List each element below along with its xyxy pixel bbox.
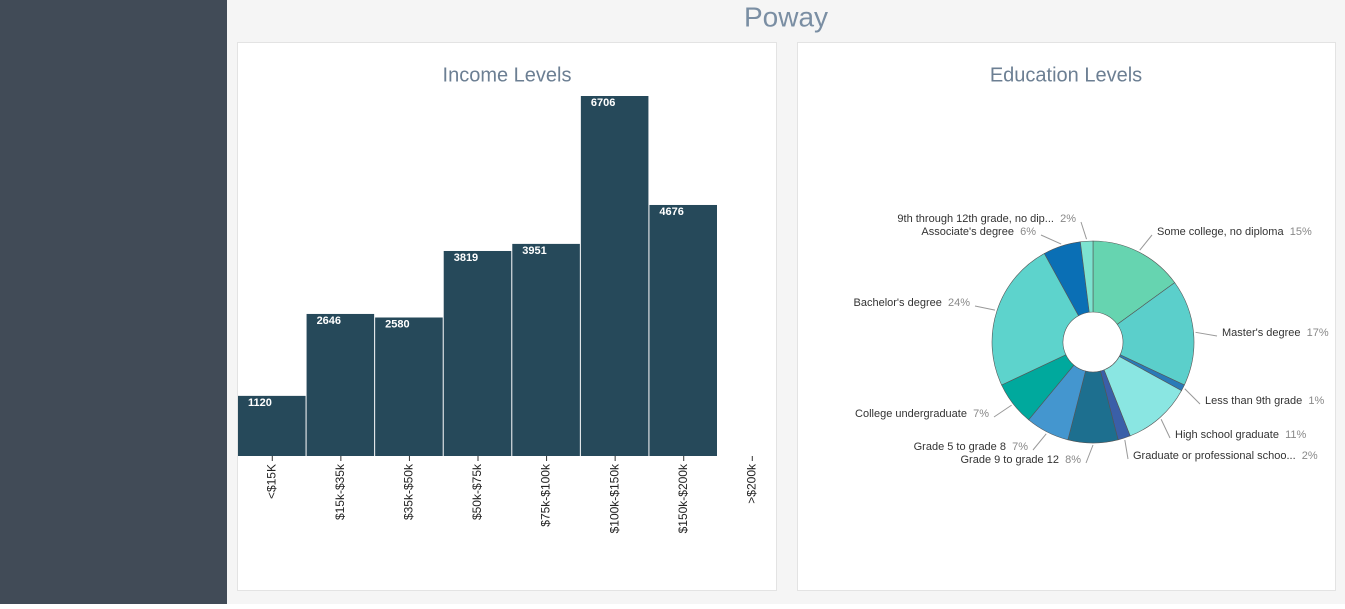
chart-title: Education Levels <box>990 64 1142 86</box>
value-label: 17% <box>1307 327 1329 339</box>
leader-line <box>993 404 1012 418</box>
slice-label: 9th through 12th grade, no dip... 2% <box>897 213 1076 225</box>
slice-label: High school graduate 11% <box>1175 429 1307 441</box>
category-label: Associate's degree <box>921 226 1014 238</box>
category-label: 9th through 12th grade, no dip... <box>897 213 1054 225</box>
value-label: 7% <box>973 408 989 420</box>
value-label: 11% <box>1285 429 1306 441</box>
data-label: 2580 <box>385 318 409 330</box>
leader-line <box>974 305 996 311</box>
leader-line <box>1124 439 1129 460</box>
slice-label: Grade 9 to grade 12 8% <box>961 454 1082 466</box>
leader-line <box>1160 419 1171 439</box>
slice-label: Master's degree 17% <box>1222 327 1329 339</box>
leader-line <box>1040 234 1062 245</box>
x-tick-label: <$15K <box>264 464 278 499</box>
slice-label: Some college, no diploma 15% <box>1157 226 1312 238</box>
page-title: Poway <box>744 1 828 32</box>
category-label: Bachelor's degree <box>854 297 942 309</box>
category-label: Grade 9 to grade 12 <box>961 454 1059 466</box>
category-label: High school graduate <box>1175 429 1279 441</box>
x-tick-label: $15k-$35k <box>333 463 347 520</box>
bar <box>306 313 375 456</box>
category-label: College undergraduate <box>855 408 967 420</box>
x-tick-label: $75k-$100k <box>539 463 553 527</box>
leader-line <box>1139 234 1153 251</box>
pie-slice <box>1080 240 1094 313</box>
value-label: 8% <box>1065 454 1081 466</box>
chart-title: Income Levels <box>443 64 572 86</box>
slice-label: Graduate or professional schoo... 2% <box>1133 450 1318 462</box>
category-label: Some college, no diploma <box>1157 226 1284 238</box>
data-label: 3819 <box>454 252 478 264</box>
slice-label: College undergraduate 7% <box>855 408 989 420</box>
x-tick-label: $35k-$50k <box>402 463 416 520</box>
data-label: 2646 <box>317 315 341 327</box>
pie-slice <box>1116 282 1195 386</box>
slice-label: Bachelor's degree 24% <box>854 297 971 309</box>
bar <box>512 243 580 456</box>
x-tick-label: $50k-$75k <box>470 463 484 520</box>
leader-line <box>1085 444 1094 464</box>
data-label: 4676 <box>659 206 683 218</box>
leader-line <box>1195 331 1218 337</box>
leader-line <box>1080 221 1088 240</box>
value-label: 7% <box>1012 441 1028 453</box>
x-tick-label: >$200k <box>744 463 758 504</box>
sidebar <box>0 0 227 604</box>
data-label: 3951 <box>522 245 546 257</box>
x-tick-label: $100k-$150k <box>607 463 621 533</box>
bar <box>443 250 512 456</box>
bar <box>580 96 649 456</box>
value-label: 6% <box>1020 226 1036 238</box>
leader-line <box>1032 433 1047 451</box>
x-tick-label: $150k-$200k <box>676 463 690 533</box>
category-label: Graduate or professional schoo... <box>1133 450 1296 462</box>
value-label: 1% <box>1308 395 1324 407</box>
data-label: 6706 <box>591 97 615 109</box>
value-label: 15% <box>1290 226 1312 238</box>
pie-slice <box>991 253 1079 386</box>
pie-slice <box>1092 240 1176 325</box>
data-label: 1120 <box>248 397 272 409</box>
bar <box>375 317 443 456</box>
bar <box>238 395 306 456</box>
category-label: Grade 5 to grade 8 <box>914 441 1006 453</box>
slice-label: Less than 9th grade 1% <box>1205 395 1324 407</box>
value-label: 2% <box>1060 213 1076 225</box>
slice-label: Associate's degree 6% <box>921 226 1036 238</box>
bar <box>649 204 717 456</box>
category-label: Less than 9th grade <box>1205 395 1302 407</box>
value-label: 2% <box>1302 450 1318 462</box>
slice-label: Grade 5 to grade 8 7% <box>914 441 1029 453</box>
leader-line <box>1184 388 1201 405</box>
value-label: 24% <box>948 297 970 309</box>
category-label: Master's degree <box>1222 327 1301 339</box>
